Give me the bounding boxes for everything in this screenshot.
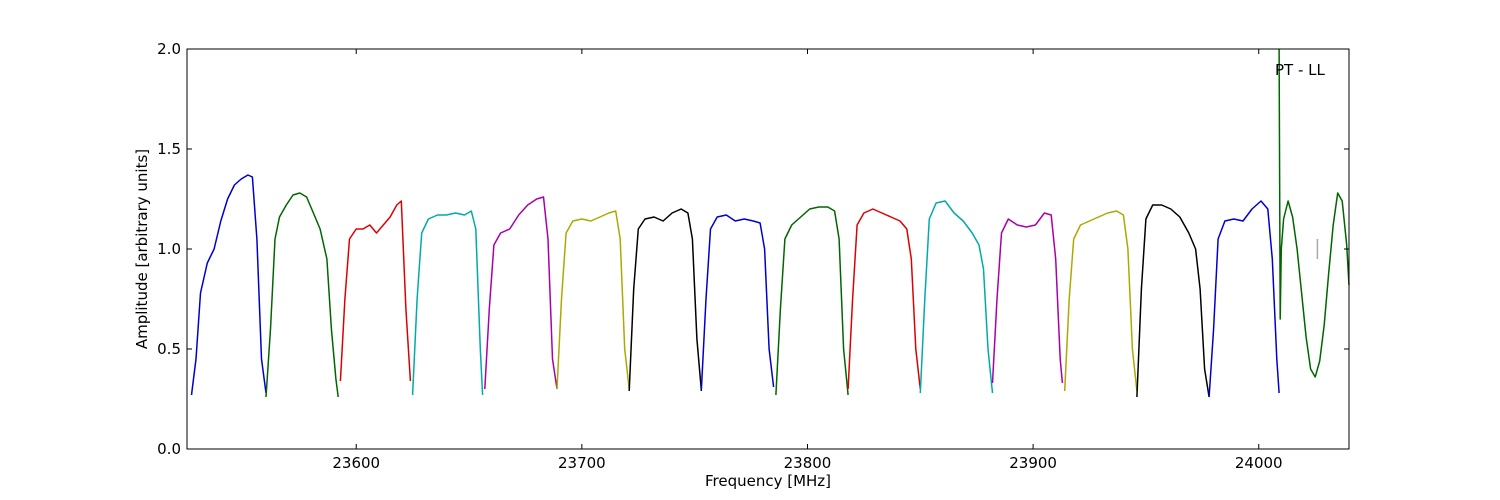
series-line-12 — [991, 212, 1064, 384]
series-line-1 — [190, 174, 267, 396]
y-tick-label: 1.0 — [157, 240, 181, 258]
series-layer — [190, 48, 1350, 398]
series-line-4 — [411, 210, 484, 396]
y-tick-label: 2.0 — [157, 40, 181, 58]
series-line-13 — [1063, 210, 1138, 392]
x-tick-label: 23900 — [1009, 454, 1057, 472]
series-line-10 — [847, 208, 922, 390]
series-line-2 — [265, 192, 339, 398]
y-tick-label: 0.0 — [157, 440, 181, 458]
y-tick-label: 0.5 — [157, 340, 181, 358]
series-line-3 — [339, 200, 412, 382]
y-tick-label: 1.5 — [157, 140, 181, 158]
series-line-5 — [484, 196, 558, 390]
x-axis-label: Frequency [MHz] — [705, 472, 831, 490]
series-line-6 — [556, 210, 630, 390]
x-tick-label: 23600 — [332, 454, 380, 472]
x-tick-label: 23800 — [784, 454, 832, 472]
series-line-7 — [628, 208, 703, 392]
x-tick-label: 24000 — [1235, 454, 1283, 472]
series-line-8 — [700, 214, 775, 390]
axis-ticks: 23600 23700 23800 23900 24000 0.0 0.5 1.0 1.5 2.0 — [157, 40, 1349, 472]
series-line-11 — [919, 200, 994, 394]
series-line-15 — [1208, 200, 1280, 398]
plot-area-frame — [186, 48, 1350, 450]
chart-annotation: PT - LL — [1275, 61, 1326, 79]
series-line-14 — [1136, 204, 1210, 398]
x-tick-label: 23700 — [558, 454, 606, 472]
series-line-16 — [1278, 48, 1350, 378]
series-line-9 — [775, 206, 849, 396]
y-axis-label: Amplitude [arbitrary units] — [133, 149, 151, 349]
